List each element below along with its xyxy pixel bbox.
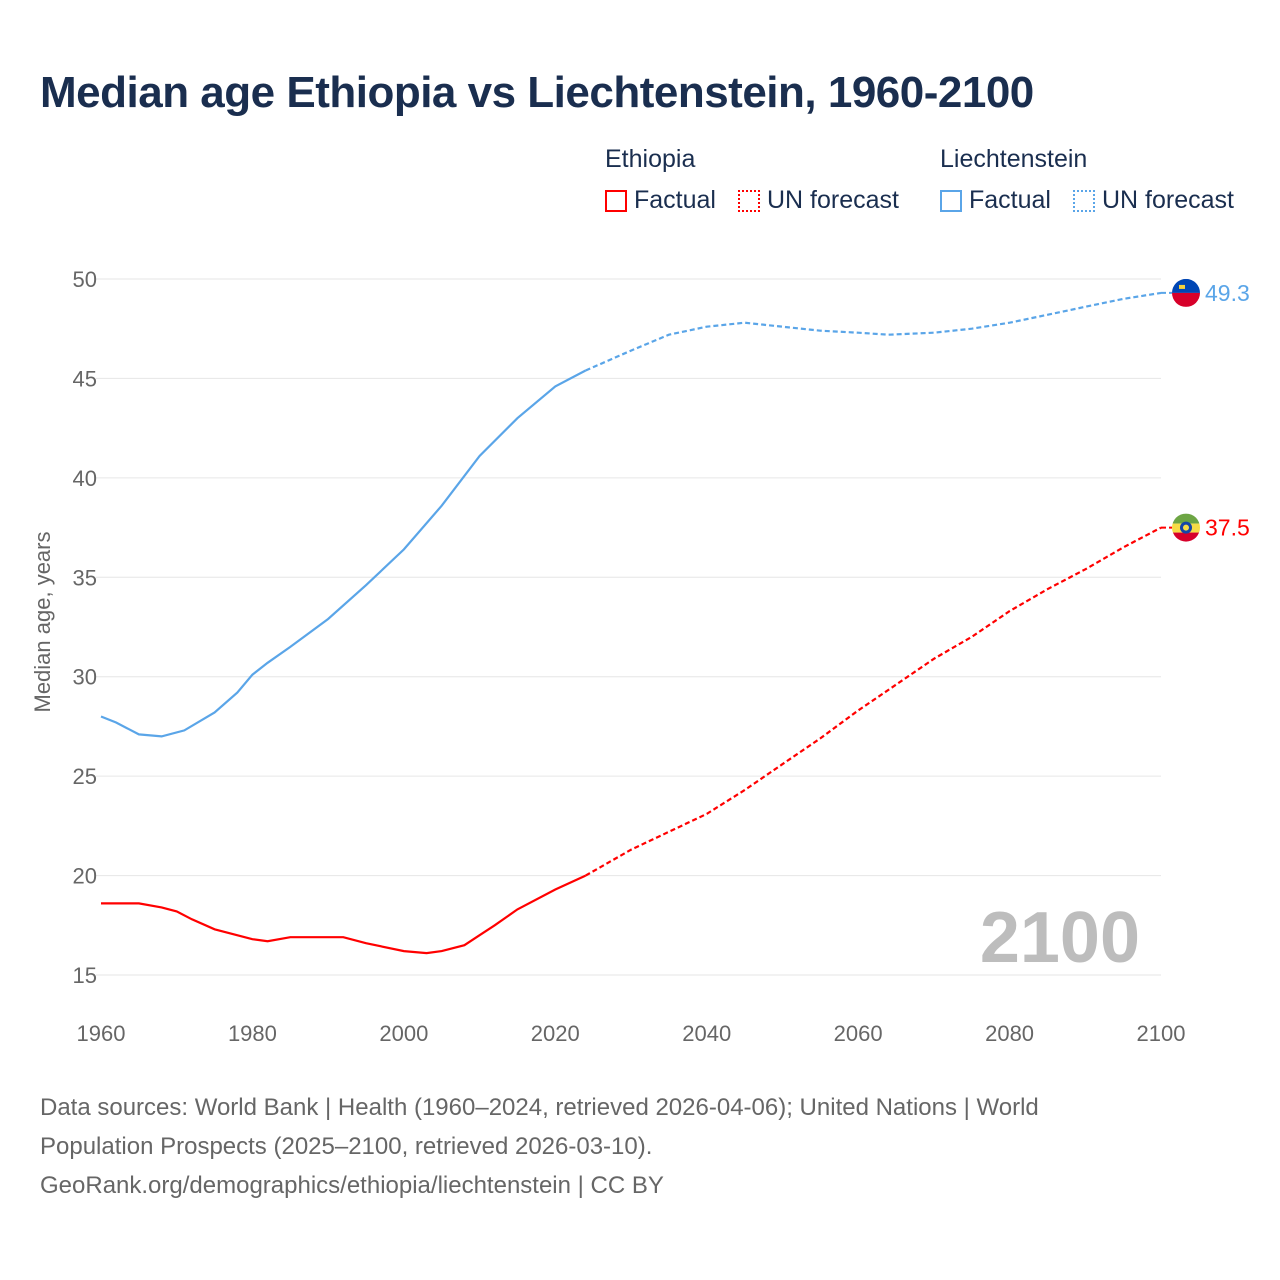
x-tick-label: 2040 xyxy=(682,1021,731,1046)
chart-title: Median age Ethiopia vs Liechtenstein, 19… xyxy=(40,68,1034,117)
legend-ethiopia: Ethiopia Factual UN forecast xyxy=(605,145,913,215)
liechtenstein-forecast-line xyxy=(585,291,1162,372)
x-tick-label: 1980 xyxy=(228,1021,277,1046)
legend-item-factual[interactable]: Factual xyxy=(940,186,1051,215)
footer-sources: Data sources: World Bank | Health (1960–… xyxy=(40,1094,1039,1121)
x-tick-label: 2080 xyxy=(985,1021,1034,1046)
ethiopia-end-value: 37.5 xyxy=(1205,515,1250,541)
y-tick-label: 40 xyxy=(73,466,97,491)
legend-item-forecast[interactable]: UN forecast xyxy=(737,186,899,215)
y-tick-label: 50 xyxy=(73,267,97,292)
legend-item-forecast[interactable]: UN forecast xyxy=(1072,186,1234,215)
legend-swatch xyxy=(940,189,962,212)
legend-swatch xyxy=(737,189,760,212)
x-tick-label: 2020 xyxy=(531,1021,580,1046)
footer: Data sources: World Bank | Health (1960–… xyxy=(40,1088,1240,1205)
legend-liechtenstein: Liechtenstein Factual UN forecast xyxy=(940,145,1248,215)
legend-swatch xyxy=(1072,189,1095,212)
legend-label: Factual xyxy=(969,186,1051,214)
legend-group-name: Ethiopia xyxy=(605,145,696,173)
liechtenstein-flag-icon xyxy=(1172,278,1200,307)
y-tick-label: 35 xyxy=(73,565,97,590)
x-tick-label: 2100 xyxy=(1137,1021,1186,1046)
liechtenstein-factual-line xyxy=(100,369,587,738)
ethiopia-forecast-line xyxy=(585,526,1162,877)
legend-label: UN forecast xyxy=(766,186,899,214)
y-tick-label: 25 xyxy=(73,764,97,789)
x-tick-label: 2000 xyxy=(379,1021,428,1046)
y-tick-label: 45 xyxy=(73,366,97,391)
ethiopia-factual-line xyxy=(101,874,587,955)
legend-item-factual[interactable]: Factual xyxy=(605,186,716,215)
legend-label: UN forecast xyxy=(1101,186,1234,214)
x-tick-label: 2060 xyxy=(834,1021,883,1046)
x-tick-label: 1960 xyxy=(77,1021,126,1046)
legend-group-name: Liechtenstein xyxy=(940,145,1088,173)
year-watermark: 2100 xyxy=(980,898,1140,978)
legend-label: Factual xyxy=(634,186,716,214)
ethiopia-flag-icon xyxy=(1172,513,1200,542)
footer-sources-cont: Population Prospects (2025–2100, retriev… xyxy=(40,1133,653,1160)
legend-swatch xyxy=(605,189,627,212)
footer-link[interactable]: GeoRank.org/demographics/ethiopia/liecht… xyxy=(40,1172,664,1199)
y-axis-label: Median age, years xyxy=(30,532,55,713)
y-tick-label: 30 xyxy=(73,665,97,690)
y-tick-label: 15 xyxy=(73,963,97,988)
liechtenstein-end-value: 49.3 xyxy=(1205,280,1250,306)
y-tick-label: 20 xyxy=(73,864,97,889)
